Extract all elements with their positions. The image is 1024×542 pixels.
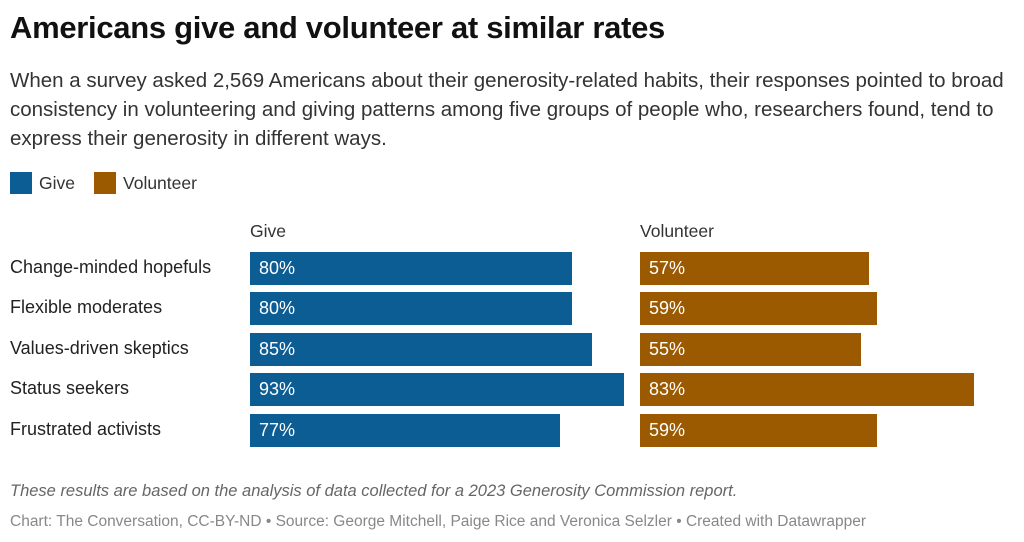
data-label: 85% — [259, 338, 296, 359]
category-label: Status seekers — [10, 378, 130, 399]
data-label: 59% — [649, 298, 686, 319]
category-label: Flexible moderates — [10, 297, 163, 318]
bar-give: 80% — [250, 252, 572, 285]
data-label: 55% — [649, 338, 686, 359]
legend-swatch-volunteer — [94, 172, 116, 194]
data-label: 77% — [259, 419, 296, 440]
legend-label-give: Give — [39, 172, 75, 193]
category-label: Change-minded hopefuls — [10, 257, 212, 277]
panel-header-give: Give — [250, 221, 286, 241]
data-label: 80% — [259, 258, 296, 278]
bar-volunteer: 59% — [640, 292, 878, 326]
bar-volunteer: 55% — [640, 332, 862, 366]
data-label: 80% — [259, 298, 296, 319]
legend-item-volunteer: Volunteer — [94, 172, 197, 194]
bar-give: 93% — [250, 373, 624, 407]
data-label: 83% — [649, 379, 686, 400]
chart-note: These results are based on the analysis … — [10, 482, 738, 500]
bar-volunteer: 57% — [640, 252, 870, 285]
legend-item-give: Give — [10, 172, 75, 194]
bar-give: 80% — [250, 292, 572, 326]
legend-swatch-give — [10, 172, 32, 194]
bar-volunteer: 59% — [640, 413, 878, 447]
chart-subtitle: When a survey asked 2,569 Americans abou… — [10, 69, 1004, 150]
bar-give: 85% — [250, 332, 592, 366]
category-label: Frustrated activists — [10, 418, 162, 439]
bar-volunteer: 83% — [640, 373, 974, 407]
data-label: 57% — [649, 258, 686, 278]
legend-label-volunteer: Volunteer — [123, 172, 197, 193]
bar-give: 77% — [250, 413, 560, 447]
panel-header-volunteer: Volunteer — [640, 221, 714, 241]
chart-title: Americans give and volunteer at similar … — [10, 10, 665, 45]
category-label: Values-driven skeptics — [10, 337, 189, 358]
data-label: 93% — [259, 379, 296, 400]
chart-credit: Chart: The Conversation, CC-BY-ND • Sour… — [10, 513, 866, 530]
data-label: 59% — [649, 419, 686, 440]
